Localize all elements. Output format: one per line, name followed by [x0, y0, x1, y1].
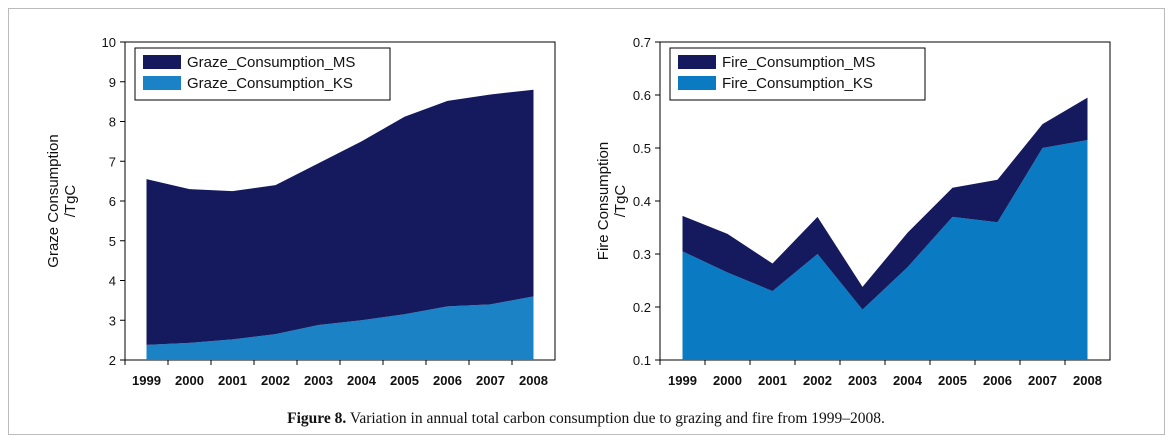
y-tick-label: 6 — [109, 194, 116, 209]
x-tick-label: 2008 — [1073, 373, 1102, 388]
legend-swatch — [143, 76, 181, 90]
x-tick-label: 2002 — [803, 373, 832, 388]
x-tick-label: 2006 — [983, 373, 1012, 388]
legend-swatch — [678, 76, 716, 90]
y-tick-label: 0.4 — [633, 194, 651, 209]
x-tick-label: 2000 — [713, 373, 742, 388]
y-axis-label: Fire Consumption/TgC — [595, 142, 629, 260]
legend-swatch — [143, 55, 181, 69]
x-tick-label: 2001 — [758, 373, 787, 388]
caption: Figure 8. Variation in annual total carb… — [287, 410, 885, 427]
legend-swatch — [678, 55, 716, 69]
y-axis-label-line: /TgC — [62, 185, 79, 218]
area — [682, 97, 1088, 310]
caption-text: Variation in annual total carbon consump… — [350, 410, 885, 427]
caption-label: Figure 8. — [287, 410, 346, 427]
y-axis-label-line: Fire Consumption — [595, 142, 612, 260]
y-tick-label: 0.2 — [633, 300, 651, 315]
y-tick-label: 3 — [109, 313, 116, 328]
x-tick-label: 1999 — [668, 373, 697, 388]
x-tick-label: 2000 — [175, 373, 204, 388]
area — [682, 140, 1088, 360]
area — [146, 296, 534, 360]
legend-label: Graze_Consumption_KS — [187, 75, 353, 92]
y-tick-label: 8 — [109, 115, 116, 130]
y-axis-label: Graze Consumption/TgC — [45, 134, 79, 267]
y-axis-label-line: Graze Consumption — [45, 134, 62, 267]
x-tick-label: 2005 — [938, 373, 967, 388]
y-tick-label: 0.6 — [633, 88, 651, 103]
y-tick-label: 0.1 — [633, 353, 651, 368]
y-tick-label: 7 — [109, 154, 116, 169]
y-tick-label: 10 — [102, 35, 116, 50]
legend-label: Fire_Consumption_MS — [722, 54, 875, 71]
x-tick-label: 2003 — [304, 373, 333, 388]
x-tick-label: 2004 — [347, 373, 377, 388]
legend-label: Fire_Consumption_KS — [722, 75, 873, 92]
y-tick-label: 5 — [109, 234, 116, 249]
y-tick-label: 0.3 — [633, 247, 651, 262]
y-tick-label: 0.5 — [633, 141, 651, 156]
y-axis-label-line: /TgC — [612, 185, 629, 218]
x-tick-label: 2007 — [1028, 373, 1057, 388]
y-tick-label: 2 — [109, 353, 116, 368]
x-tick-label: 2005 — [390, 373, 419, 388]
x-tick-label: 2003 — [848, 373, 877, 388]
x-tick-label: 2008 — [519, 373, 548, 388]
area — [146, 89, 534, 345]
x-tick-label: 1999 — [132, 373, 161, 388]
x-tick-label: 2001 — [218, 373, 247, 388]
y-tick-label: 4 — [109, 274, 116, 289]
frame — [8, 8, 1165, 435]
x-tick-label: 2007 — [476, 373, 505, 388]
x-tick-label: 2002 — [261, 373, 290, 388]
x-tick-label: 2004 — [893, 373, 923, 388]
x-tick-label: 2006 — [433, 373, 462, 388]
legend-label: Graze_Consumption_MS — [187, 54, 355, 71]
y-tick-label: 0.7 — [633, 35, 651, 50]
y-tick-label: 9 — [109, 75, 116, 90]
